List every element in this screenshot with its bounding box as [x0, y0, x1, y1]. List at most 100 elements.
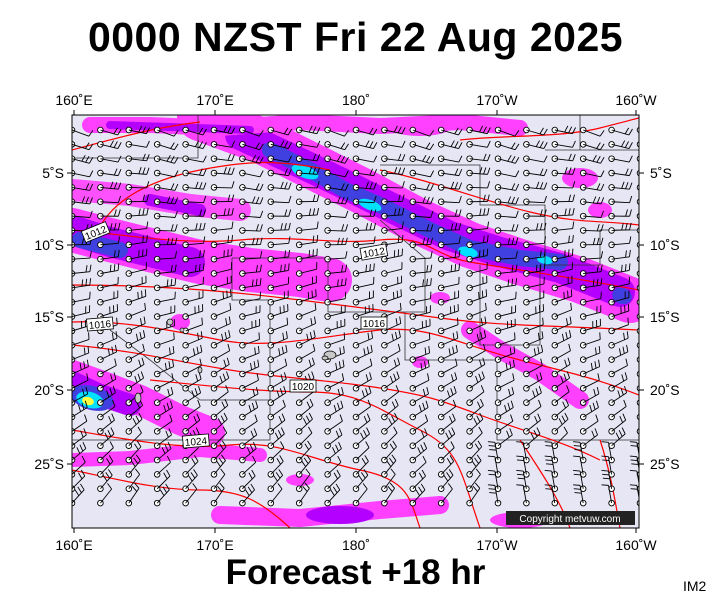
wind-barb: [72, 169, 94, 178]
wind-barb: [210, 181, 235, 191]
wind-barb: [267, 358, 288, 378]
wind-barb: [210, 398, 229, 421]
wind-barb: [239, 183, 264, 191]
wind-barb: [125, 208, 149, 220]
wind-barb: [267, 140, 293, 149]
wind-barb: [466, 371, 485, 392]
wind-barb: [267, 249, 291, 263]
wind-barb: [324, 126, 349, 137]
wind-barb: [544, 469, 559, 493]
wind-barb: [97, 331, 118, 349]
wind-barb: [72, 126, 94, 137]
wind-barb: [352, 222, 376, 234]
wind-barb: [494, 141, 520, 151]
wind-barb: [72, 386, 89, 406]
wind-barb: [324, 455, 342, 478]
wind-barb: [239, 196, 264, 205]
wind-barb: [267, 441, 285, 464]
image-id-label: IM2: [683, 578, 707, 594]
wind-barb: [97, 236, 121, 249]
wind-barb: [494, 291, 517, 306]
wind-barb: [579, 305, 602, 320]
wind-barb: [125, 235, 148, 249]
wind-barb: [153, 332, 175, 349]
wind-barb: [210, 289, 232, 306]
wind-barb: [551, 194, 575, 205]
wind-barb: [466, 235, 489, 249]
wind-barb: [72, 196, 93, 205]
wind-barb: [352, 441, 370, 464]
isobar-line: [95, 161, 331, 236]
wind-barb: [579, 126, 605, 137]
wind-barb: [72, 455, 86, 478]
wind-barb: [608, 222, 632, 234]
isobar-line: [72, 344, 601, 461]
rain-band: [461, 321, 589, 409]
wind-barb: [409, 264, 433, 277]
isobar-line: [72, 229, 639, 291]
wind-barb: [324, 414, 343, 435]
wind-barb: [466, 140, 491, 148]
wind-barb: [466, 248, 489, 263]
wind-barb: [381, 262, 403, 277]
wind-barb: [352, 413, 371, 435]
wind-barb: [352, 276, 375, 292]
copyright-box: [506, 511, 635, 525]
wind-barb: [409, 169, 434, 178]
wind-barb: [324, 400, 344, 421]
wind-barb: [125, 140, 150, 148]
wind-barb: [579, 386, 600, 406]
wind-barb: [494, 169, 520, 178]
wind-barb: [267, 317, 289, 335]
wind-barb: [487, 469, 502, 493]
wind-barb: [551, 316, 572, 335]
wind-barb: [381, 343, 401, 363]
wind-barb: [210, 371, 230, 392]
wind-barb: [97, 385, 116, 406]
wind-barb: [437, 209, 462, 220]
wind-barb: [437, 455, 455, 478]
wind-barb: [352, 469, 369, 493]
wind-barb: [97, 140, 122, 149]
wind-barb: [267, 469, 284, 493]
wind-barb: [295, 482, 310, 507]
wind-barb: [381, 275, 403, 292]
wind-barb: [239, 264, 262, 277]
wind-barb: [239, 318, 261, 335]
wind-barb: [153, 196, 179, 205]
wind-barb: [466, 412, 484, 435]
wind-barb: [182, 263, 205, 277]
wind-barb: [97, 344, 118, 363]
wind-barb: [579, 400, 599, 421]
rain-cell: [412, 356, 428, 368]
wind-barb: [608, 181, 633, 191]
wind-barb: [523, 181, 548, 191]
boundary-line: [72, 115, 199, 159]
wind-barb: [295, 357, 315, 378]
wind-barb: [551, 153, 576, 162]
isobar-label-text: 1016: [88, 319, 112, 332]
wind-barb: [267, 168, 292, 177]
wind-barb: [437, 236, 461, 249]
wind-barb: [239, 442, 257, 464]
wind-barb: [239, 126, 264, 137]
wind-barb: [516, 455, 530, 478]
island: [166, 318, 174, 326]
wind-barb: [239, 237, 263, 249]
wind-barb: [437, 304, 459, 320]
wind-barb: [494, 386, 515, 406]
wind-barb: [267, 399, 286, 421]
wind-barb: [523, 290, 545, 306]
wind-barb: [437, 290, 460, 306]
wind-barb: [324, 196, 349, 205]
wind-barb: [466, 167, 491, 177]
wind-barb: [210, 426, 228, 449]
wind-barb: [295, 398, 314, 421]
rain-cell: [291, 164, 319, 180]
wind-barb: [182, 249, 205, 263]
wind-barb: [72, 359, 89, 378]
right-lat-label: 10˚S: [650, 237, 680, 253]
rain-cell: [286, 474, 314, 486]
wind-barb: [494, 278, 518, 292]
wind-barb: [97, 195, 121, 205]
